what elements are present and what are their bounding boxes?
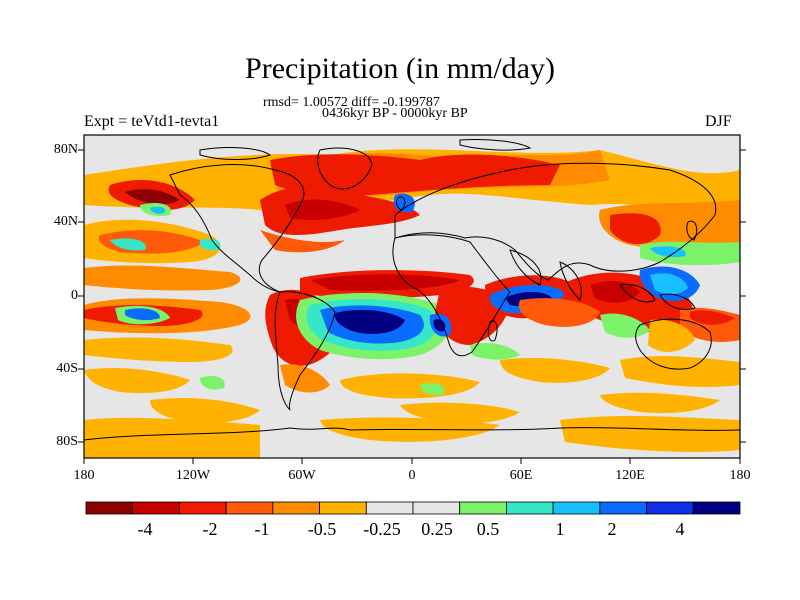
- lon-label-60e: 60E: [509, 468, 533, 483]
- colorbar-label: 0.25: [421, 519, 453, 539]
- colorbar-label: 0.5: [476, 519, 500, 539]
- colorbar-label: -4: [137, 519, 153, 539]
- lon-label-0: 0: [408, 468, 416, 483]
- colorbar-swatch: [132, 501, 180, 515]
- lon-label-60w: 60W: [288, 468, 316, 483]
- colorbar: [85, 501, 741, 515]
- colorbar-swatch: [85, 501, 134, 515]
- colorbar-label: -0.25: [363, 519, 401, 539]
- colorbar-label: 4: [675, 519, 685, 539]
- colorbar-swatch: [692, 501, 741, 515]
- coastlines: [84, 139, 740, 441]
- colorbar-swatch: [319, 501, 367, 515]
- precip-anomaly-field: [84, 149, 740, 458]
- rmsd-diff-stats: rmsd= 1.00572 diff= -0.199787: [263, 95, 440, 110]
- lat-label-80s: 80S: [56, 434, 78, 449]
- colorbar-label: 2: [607, 519, 617, 539]
- lat-label-80n: 80N: [53, 142, 78, 157]
- lon-label-180w: 180: [73, 468, 95, 483]
- axis-ticks: [78, 149, 746, 464]
- colorbar-swatch: [646, 501, 694, 515]
- colorbar-swatch: [552, 501, 601, 515]
- colorbar-swatch: [506, 501, 554, 515]
- lon-label-120e: 120E: [615, 468, 645, 483]
- colorbar-swatch: [225, 501, 274, 515]
- season-label: DJF: [705, 113, 732, 130]
- experiment-label: Expt = teVtd1-tevta1: [84, 113, 220, 130]
- lon-label-180e: 180: [729, 468, 751, 483]
- colorbar-label: 1: [555, 519, 565, 539]
- lat-label-40s: 40S: [56, 361, 78, 376]
- colorbar-label: -0.5: [307, 519, 337, 539]
- colorbar-label: -2: [202, 519, 218, 539]
- map-title: Precipitation (in mm/day): [245, 52, 555, 85]
- colorbar-swatch: [179, 501, 227, 515]
- time-period-label: 0436kyr BP - 0000kyr BP: [322, 106, 468, 121]
- colorbar-swatch: [412, 501, 461, 515]
- colorbar-swatch: [272, 501, 320, 515]
- colorbar-swatch: [459, 501, 507, 515]
- colorbar-swatch: [365, 501, 414, 515]
- lat-label-40n: 40N: [53, 214, 78, 229]
- colorbar-label: -1: [254, 519, 270, 539]
- colorbar-swatch: [599, 501, 647, 515]
- lon-label-120w: 120W: [175, 468, 211, 483]
- lat-label-0: 0: [71, 288, 78, 303]
